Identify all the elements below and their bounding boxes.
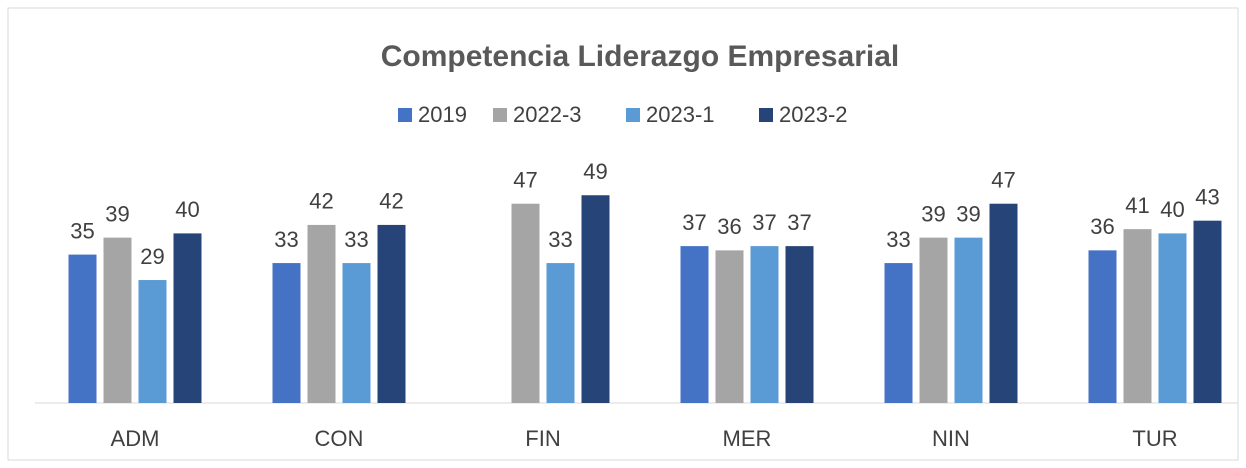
data-label: 36	[717, 214, 741, 239]
legend-label: 2023-2	[779, 102, 848, 127]
legend-swatch	[493, 108, 507, 122]
data-label: 41	[1125, 193, 1149, 218]
data-label: 42	[379, 189, 403, 214]
bar	[1193, 220, 1222, 403]
data-label: 43	[1195, 184, 1219, 209]
data-label: 33	[344, 227, 368, 252]
data-label: 40	[1160, 197, 1184, 222]
x-tick-label: TUR	[1132, 426, 1177, 451]
legend-label: 2022-3	[513, 102, 582, 127]
x-tick-label: FIN	[525, 426, 560, 451]
data-label: 39	[105, 201, 129, 226]
bar	[1158, 233, 1187, 403]
legend-swatch	[759, 108, 773, 122]
x-tick-label: ADM	[111, 426, 160, 451]
bar	[919, 237, 948, 403]
x-tick-label: CON	[315, 426, 364, 451]
bar	[307, 224, 336, 403]
x-tick-label: NIN	[932, 426, 970, 451]
data-label: 39	[921, 201, 945, 226]
data-label: 36	[1090, 214, 1114, 239]
data-label: 49	[583, 159, 607, 184]
data-label: 37	[682, 210, 706, 235]
data-label: 35	[70, 218, 94, 243]
data-label: 33	[274, 227, 298, 252]
legend-label: 2023-1	[646, 102, 715, 127]
legend-swatch	[626, 108, 640, 122]
bar	[989, 203, 1018, 403]
data-label: 40	[175, 197, 199, 222]
data-label: 29	[140, 244, 164, 269]
bar	[581, 195, 610, 403]
bar	[884, 263, 913, 403]
bar	[546, 263, 575, 403]
bar	[785, 246, 814, 403]
data-label: 37	[752, 210, 776, 235]
bar	[715, 250, 744, 403]
bar	[342, 263, 371, 403]
bar	[1123, 229, 1152, 403]
bar	[1088, 250, 1117, 403]
legend-swatch	[398, 108, 412, 122]
data-label: 37	[787, 210, 811, 235]
bar	[511, 203, 540, 403]
data-label: 47	[991, 168, 1015, 193]
bar	[68, 254, 97, 403]
data-label: 33	[886, 227, 910, 252]
x-tick-label: MER	[723, 426, 772, 451]
bar	[103, 237, 132, 403]
bar	[173, 233, 202, 403]
chart-frame	[7, 7, 1239, 461]
bar	[272, 263, 301, 403]
data-label: 42	[309, 189, 333, 214]
chart-title: Competencia Liderazgo Empresarial	[381, 40, 900, 73]
data-label: 39	[956, 201, 980, 226]
bar	[138, 280, 167, 403]
data-label: 47	[513, 168, 537, 193]
bar	[680, 246, 709, 403]
data-label: 33	[548, 227, 572, 252]
bar	[377, 224, 406, 403]
legend-label: 2019	[418, 102, 467, 127]
bar	[954, 237, 983, 403]
bar	[750, 246, 779, 403]
